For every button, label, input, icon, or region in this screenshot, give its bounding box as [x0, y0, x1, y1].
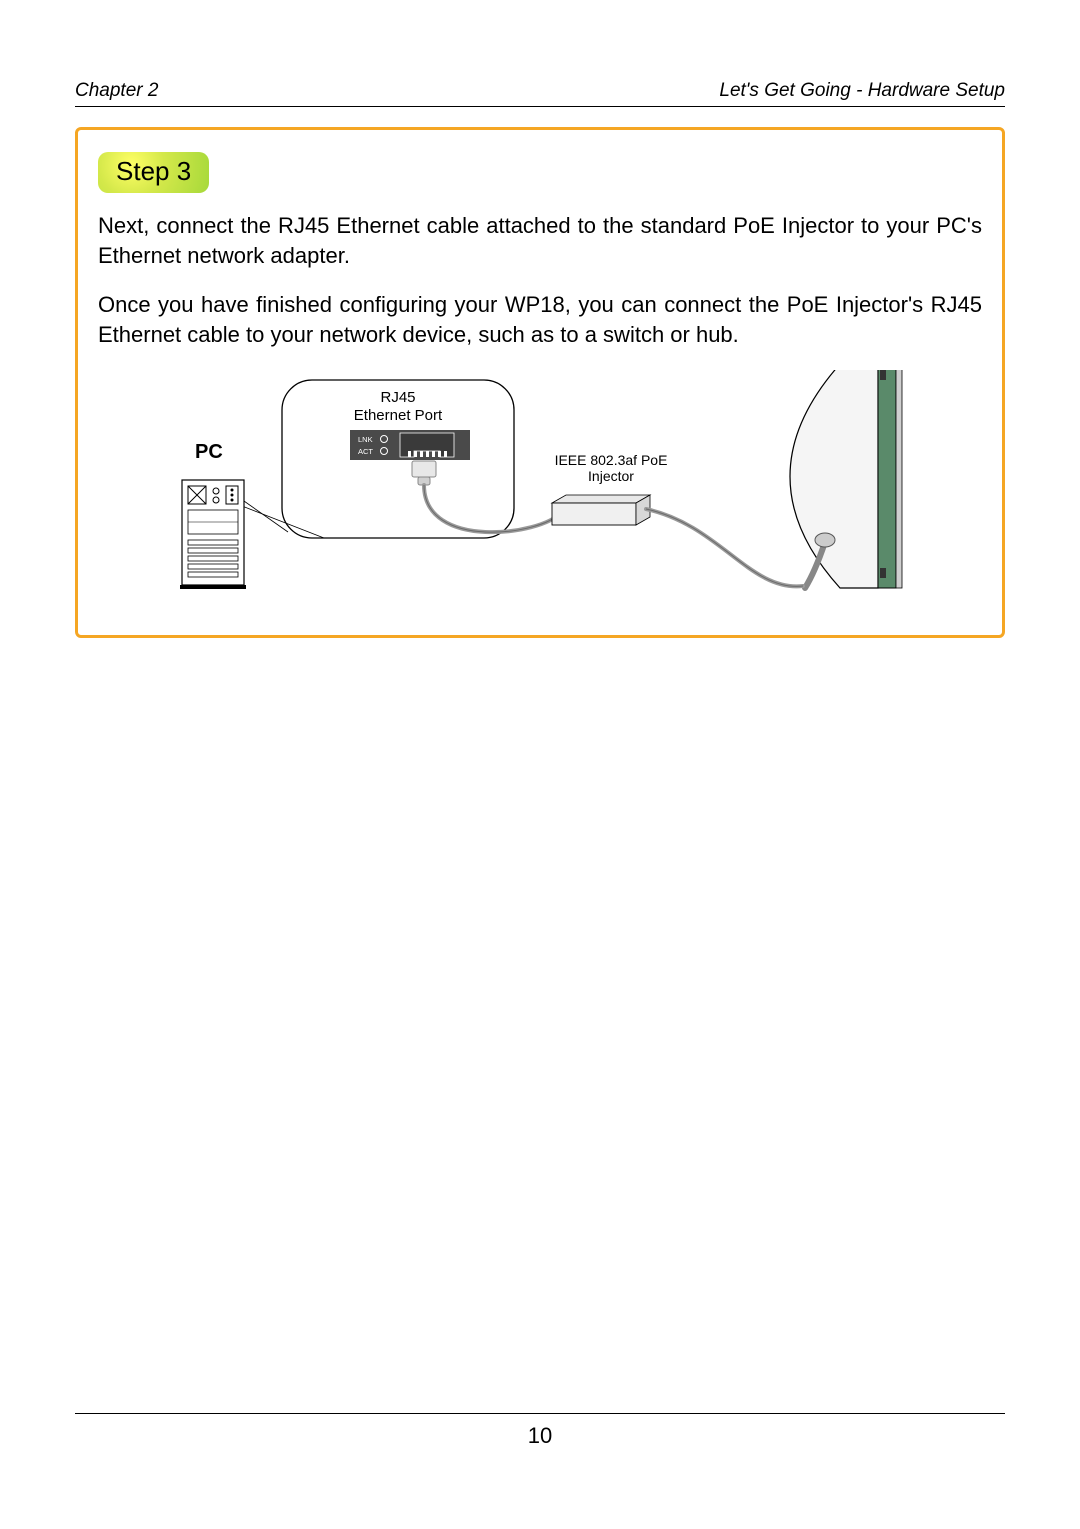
diagram-svg: RJ45Ethernet Port LNK ACT IEEE 802.3af PoEI… — [170, 370, 910, 600]
page-header: Chapter 2 Let's Get Going - Hardware Set… — [75, 80, 1005, 107]
svg-text:RJ45: RJ45 — [380, 389, 415, 406]
connection-diagram: RJ45Ethernet Port LNK ACT IEEE 802.3af PoEI… — [98, 370, 982, 605]
svg-text:LNK: LNK — [358, 435, 373, 444]
paragraph-2: Once you have finished configuring your … — [98, 290, 982, 349]
svg-text:IEEE 802.3af PoE: IEEE 802.3af PoE — [555, 452, 668, 468]
svg-text:ACT: ACT — [358, 447, 373, 456]
section-label: Let's Get Going - Hardware Setup — [719, 80, 1005, 102]
footer-rule — [75, 1413, 1005, 1414]
paragraph-1: Next, connect the RJ45 Ethernet cable at… — [98, 211, 982, 270]
step-box: Step 3 Next, connect the RJ45 Ethernet c… — [75, 127, 1005, 638]
svg-text:Ethernet Port: Ethernet Port — [354, 407, 443, 424]
page-container: Chapter 2 Let's Get Going - Hardware Set… — [0, 0, 1080, 1529]
chapter-label: Chapter 2 — [75, 80, 158, 102]
svg-text:PC: PC — [195, 441, 223, 463]
page-number: 10 — [0, 1423, 1080, 1449]
svg-text:Injector: Injector — [588, 468, 634, 484]
step-badge: Step 3 — [98, 152, 209, 193]
